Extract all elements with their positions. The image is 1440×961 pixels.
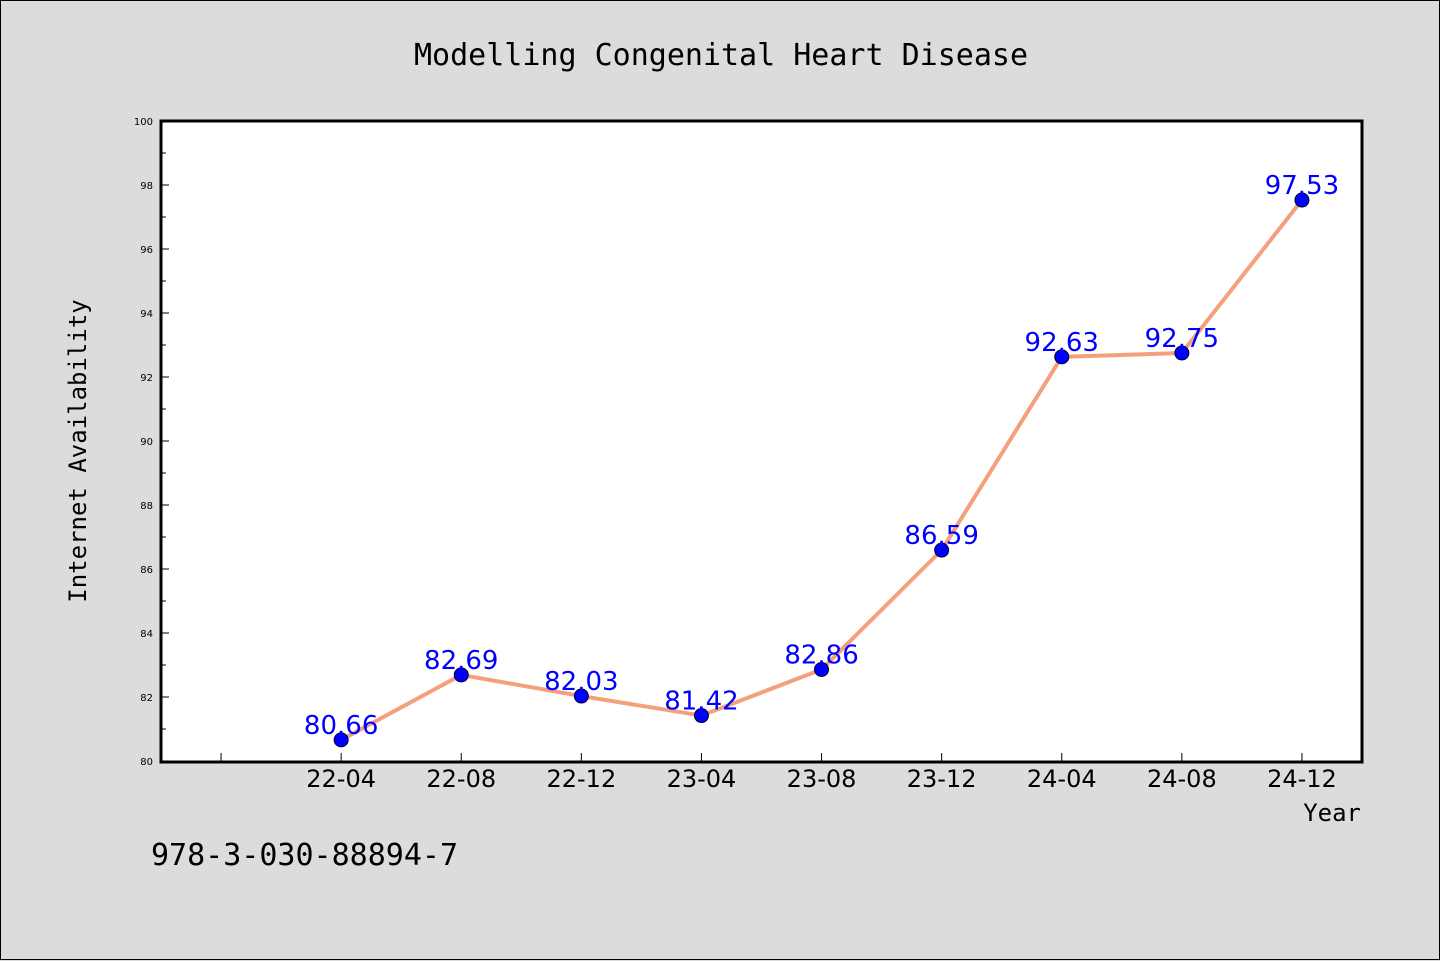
- y-tick-label: 90: [140, 437, 153, 448]
- y-tick-label: 98: [140, 181, 153, 192]
- data-label-22-04: 80.66: [304, 711, 378, 741]
- x-tick-label: 23-04: [667, 765, 737, 793]
- data-label-24-04: 92.63: [1025, 328, 1099, 358]
- y-tick-label: 82: [140, 693, 153, 704]
- x-tick-label: 23-08: [787, 765, 857, 793]
- data-point-24-12: [1294, 192, 1310, 208]
- data-point-22-12: [573, 688, 589, 704]
- data-point-24-04: [1054, 349, 1070, 365]
- plot-area: [159, 119, 1364, 764]
- data-label-23-08: 82.86: [784, 640, 858, 670]
- data-label-24-08: 92.75: [1145, 324, 1219, 354]
- data-point-23-04: [693, 708, 709, 724]
- data-labels-group: 80.66 82.69 82.03 81.42 82.86 86.59 92.63 92.75…: [304, 171, 1339, 741]
- x-axis-label: Year: [1303, 799, 1361, 827]
- y-tick-label: 84: [140, 629, 153, 640]
- data-point-22-08: [453, 667, 469, 683]
- x-tick-label: 22-08: [426, 765, 496, 793]
- series-line-group: [333, 192, 1310, 748]
- y-axis: 80 82 84 86 88 90 92 94 96 98 100: [134, 117, 169, 768]
- y-tick-label: 80: [140, 757, 153, 768]
- data-label-24-12: 97.53: [1265, 171, 1339, 201]
- x-tick-label: 23-12: [907, 765, 977, 793]
- data-label-22-12: 82.03: [544, 667, 618, 697]
- x-tick-label: 24-08: [1147, 765, 1217, 793]
- y-tick-label: 92: [140, 373, 153, 384]
- data-point-23-12: [934, 542, 950, 558]
- x-tick-label: 24-12: [1267, 765, 1337, 793]
- data-label-23-12: 86.59: [904, 521, 978, 551]
- chart-title: Modelling Congenital Heart Disease: [414, 38, 1028, 73]
- x-axis: 22-04 22-08 22-12 23-04 23-08 23-12 24-04 24-08…: [220, 753, 1337, 793]
- y-axis-label: Internet Availability: [64, 299, 92, 602]
- data-label-22-08: 82.69: [424, 646, 498, 676]
- data-point-22-04: [333, 732, 349, 748]
- data-point-23-08: [814, 661, 830, 677]
- data-point-24-08: [1174, 345, 1190, 361]
- y-tick-label: 94: [140, 309, 153, 320]
- x-tick-label: 22-12: [546, 765, 616, 793]
- y-tick-label: 86: [140, 565, 153, 576]
- isbn-text: 978-3-030-88894-7: [151, 838, 458, 873]
- y-tick-label: 96: [140, 245, 153, 256]
- x-tick-label: 22-04: [306, 765, 376, 793]
- y-tick-label: 88: [140, 501, 153, 512]
- data-label-23-04: 81.42: [664, 687, 738, 717]
- x-tick-label: 24-04: [1027, 765, 1097, 793]
- y-tick-label: 100: [134, 117, 153, 128]
